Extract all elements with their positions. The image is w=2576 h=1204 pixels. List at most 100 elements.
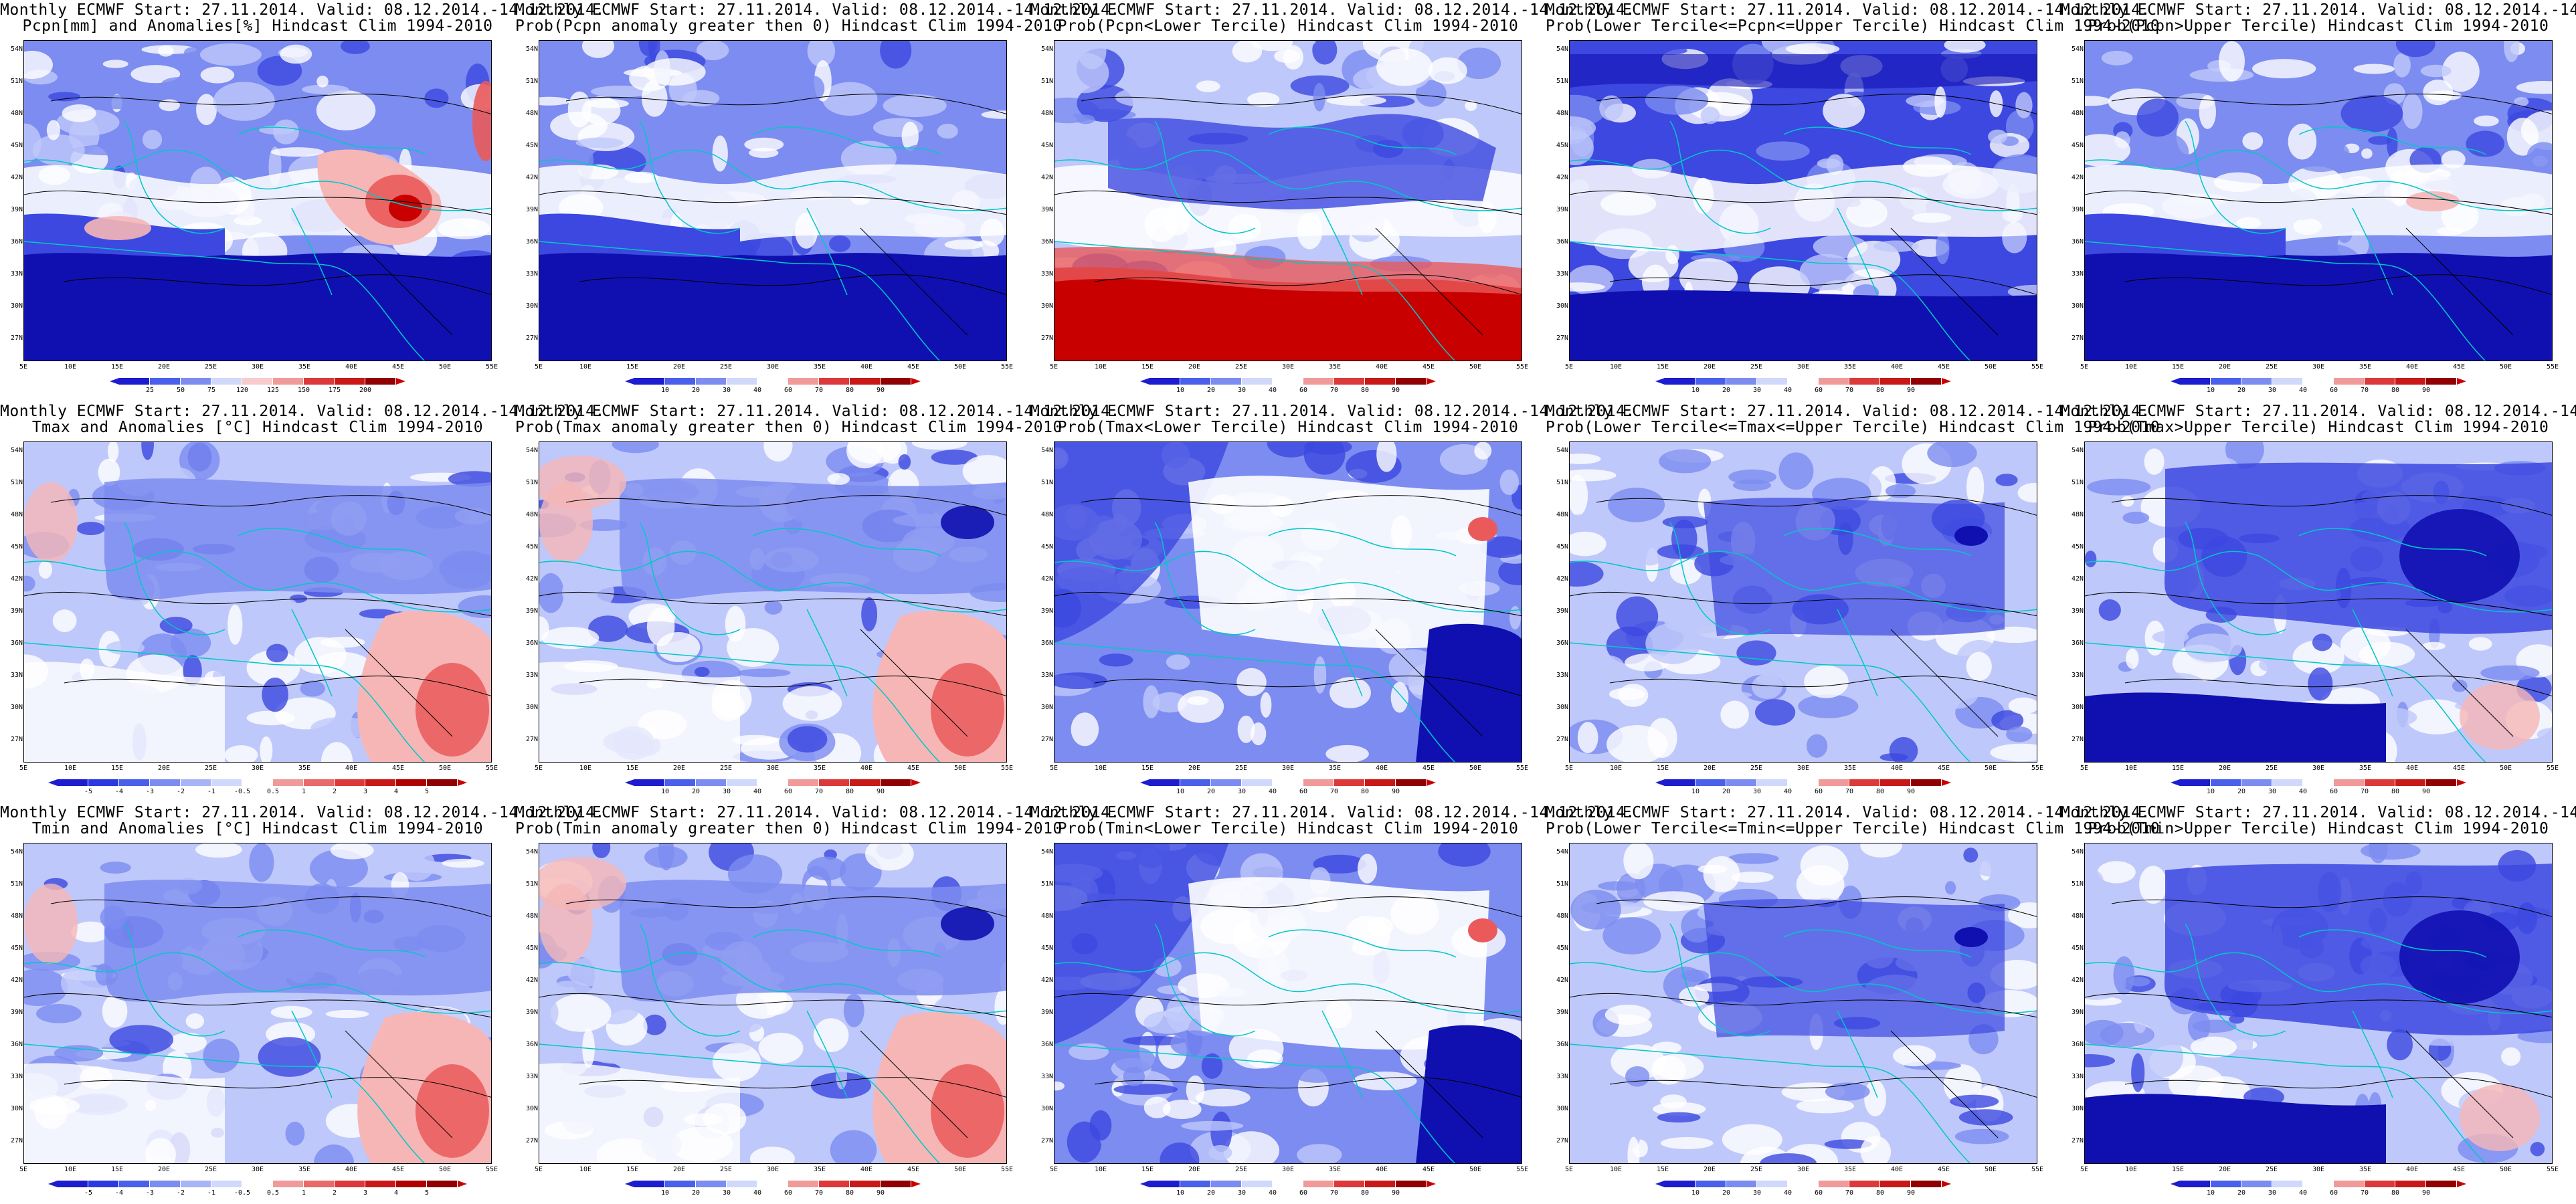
- lon-label: 10E: [2124, 363, 2138, 371]
- colorbar-label: -0.5: [234, 1189, 251, 1197]
- lon-label: 20E: [1703, 363, 1716, 371]
- lon-label: 5E: [1564, 1166, 1574, 1173]
- colorbar: [1655, 378, 1951, 385]
- colorbar-label: 4: [393, 788, 399, 795]
- lon-label: 20E: [157, 363, 171, 371]
- colorbar-label: 60: [2329, 788, 2338, 795]
- lon-label: 15E: [110, 1166, 124, 1173]
- colorbar-label: 60: [784, 1189, 793, 1197]
- colorbar-right-arrow: [2457, 779, 2466, 786]
- lon-label: 15E: [1656, 363, 1669, 371]
- lat-label: 39N: [10, 1009, 23, 1016]
- colorbar-segment: [2180, 1181, 2211, 1187]
- lat-label: 45N: [2071, 142, 2084, 149]
- colorbar-label: 30: [722, 1189, 731, 1197]
- lon-label: 50E: [438, 765, 452, 772]
- colorbar-segment: [1180, 1181, 1211, 1187]
- lon-label: 10E: [64, 1166, 77, 1173]
- colorbar-segment: [2211, 378, 2241, 385]
- lat-label: 48N: [1040, 511, 1053, 518]
- panel-title-line2: Prob(Tmax anomaly greater then 0) Hindca…: [515, 419, 1063, 436]
- colorbar-segment: [1849, 378, 1880, 385]
- lon-label: 25E: [204, 363, 217, 371]
- colorbar-label: 30: [1752, 1189, 1762, 1197]
- map-field: [539, 843, 1006, 1163]
- colorbar-label: 90: [2421, 1189, 2431, 1197]
- lat-label: 45N: [1556, 944, 1568, 952]
- lat-label: 30N: [2071, 704, 2084, 711]
- panel-title-line2: Tmax and Anomalies [°C] Hindcast Clim 19…: [31, 419, 484, 436]
- colorbar-segment: [2272, 378, 2303, 385]
- lon-label: 5E: [2080, 1166, 2089, 1173]
- colorbar-segment: [1788, 779, 1819, 786]
- lat-label: 51N: [2071, 78, 2084, 85]
- colorbar-segment: [1726, 378, 1757, 385]
- colorbar-label: 4: [393, 1189, 399, 1197]
- lon-label: 30E: [251, 1166, 264, 1173]
- lat-label: 54N: [1040, 848, 1053, 856]
- lon-label: 50E: [1984, 363, 1997, 371]
- lon-label: 35E: [2359, 1166, 2372, 1173]
- colorbar-left-arrow: [1655, 1181, 1665, 1187]
- lon-label: 45E: [2452, 1166, 2466, 1173]
- colorbar-label: 80: [1360, 788, 1370, 795]
- colorbar-label: 80: [1875, 1189, 1885, 1197]
- colorbar-segment: [696, 378, 727, 385]
- colorbar-segment: [1396, 1181, 1427, 1187]
- map-area: [23, 843, 492, 1164]
- colorbar-segment: [1911, 1181, 1942, 1187]
- map-field: [1054, 843, 1522, 1163]
- lon-label: 25E: [1234, 765, 1248, 772]
- lon-label: 45E: [391, 1166, 405, 1173]
- lon-label: 40E: [1890, 765, 1904, 772]
- colorbar-label: -2: [176, 1189, 185, 1197]
- colorbar-segment: [665, 779, 696, 786]
- colorbar-segment: [2395, 779, 2426, 786]
- panel-title-line1: Monthly ECMWF Start: 27.11.2014. Valid: …: [1030, 1, 1635, 19]
- map-panel: Monthly ECMWF Start: 27.11.2014. Valid: …: [1030, 401, 1635, 803]
- colorbar-segment: [788, 378, 819, 385]
- lat-label: 30N: [1040, 302, 1053, 310]
- lat-label: 51N: [1556, 880, 1568, 888]
- lon-label: 25E: [2265, 1166, 2278, 1173]
- colorbar-label: 10: [1691, 788, 1700, 795]
- lon-label: 30E: [1797, 1166, 1810, 1173]
- colorbar-label: 5: [424, 1189, 430, 1197]
- colorbar-segment: [1665, 779, 1695, 786]
- colorbar-left-arrow: [110, 378, 119, 385]
- lat-label: 36N: [1040, 238, 1053, 245]
- lat-label: 27N: [525, 736, 538, 743]
- lat-label: 27N: [2071, 334, 2084, 342]
- colorbar-segment: [1911, 378, 1942, 385]
- colorbar-segment: [1396, 779, 1427, 786]
- colorbar-segment: [665, 378, 696, 385]
- map-area: [23, 40, 492, 361]
- colorbar: [625, 378, 921, 385]
- colorbar-right-arrow: [1427, 779, 1436, 786]
- lat-label: 33N: [1040, 672, 1053, 679]
- lat-label: 27N: [1040, 1137, 1053, 1144]
- colorbar-label: 20: [691, 387, 701, 394]
- colorbar-left-arrow: [1140, 779, 1149, 786]
- lon-label: 55E: [1000, 363, 1014, 371]
- lat-label: 54N: [1556, 447, 1568, 454]
- lat-label: 45N: [1556, 543, 1568, 550]
- lon-label: 10E: [1094, 1166, 1107, 1173]
- colorbar-right-arrow: [911, 1181, 921, 1187]
- lat-label: 48N: [10, 511, 23, 518]
- colorbar-label: 40: [1268, 1189, 1277, 1197]
- map-field: [2085, 41, 2552, 361]
- lon-label: 55E: [1000, 1166, 1014, 1173]
- colorbar-segment: [1149, 779, 1180, 786]
- lon-label: 35E: [813, 765, 826, 772]
- lon-label: 35E: [1328, 363, 1342, 371]
- colorbar-segment: [211, 378, 242, 385]
- colorbar-right-arrow: [1942, 1181, 1951, 1187]
- lon-label: 30E: [251, 765, 264, 772]
- panel-title-line2: Prob(Pcpn>Upper Tercile) Hindcast Clim 1…: [2088, 17, 2549, 35]
- lon-label: 20E: [1703, 765, 1716, 772]
- map-panel: Monthly ECMWF Start: 27.11.2014. Valid: …: [1546, 803, 2160, 1204]
- lon-label: 50E: [2499, 363, 2512, 371]
- colorbar-left-arrow: [625, 378, 634, 385]
- lat-label: 30N: [1040, 1105, 1053, 1112]
